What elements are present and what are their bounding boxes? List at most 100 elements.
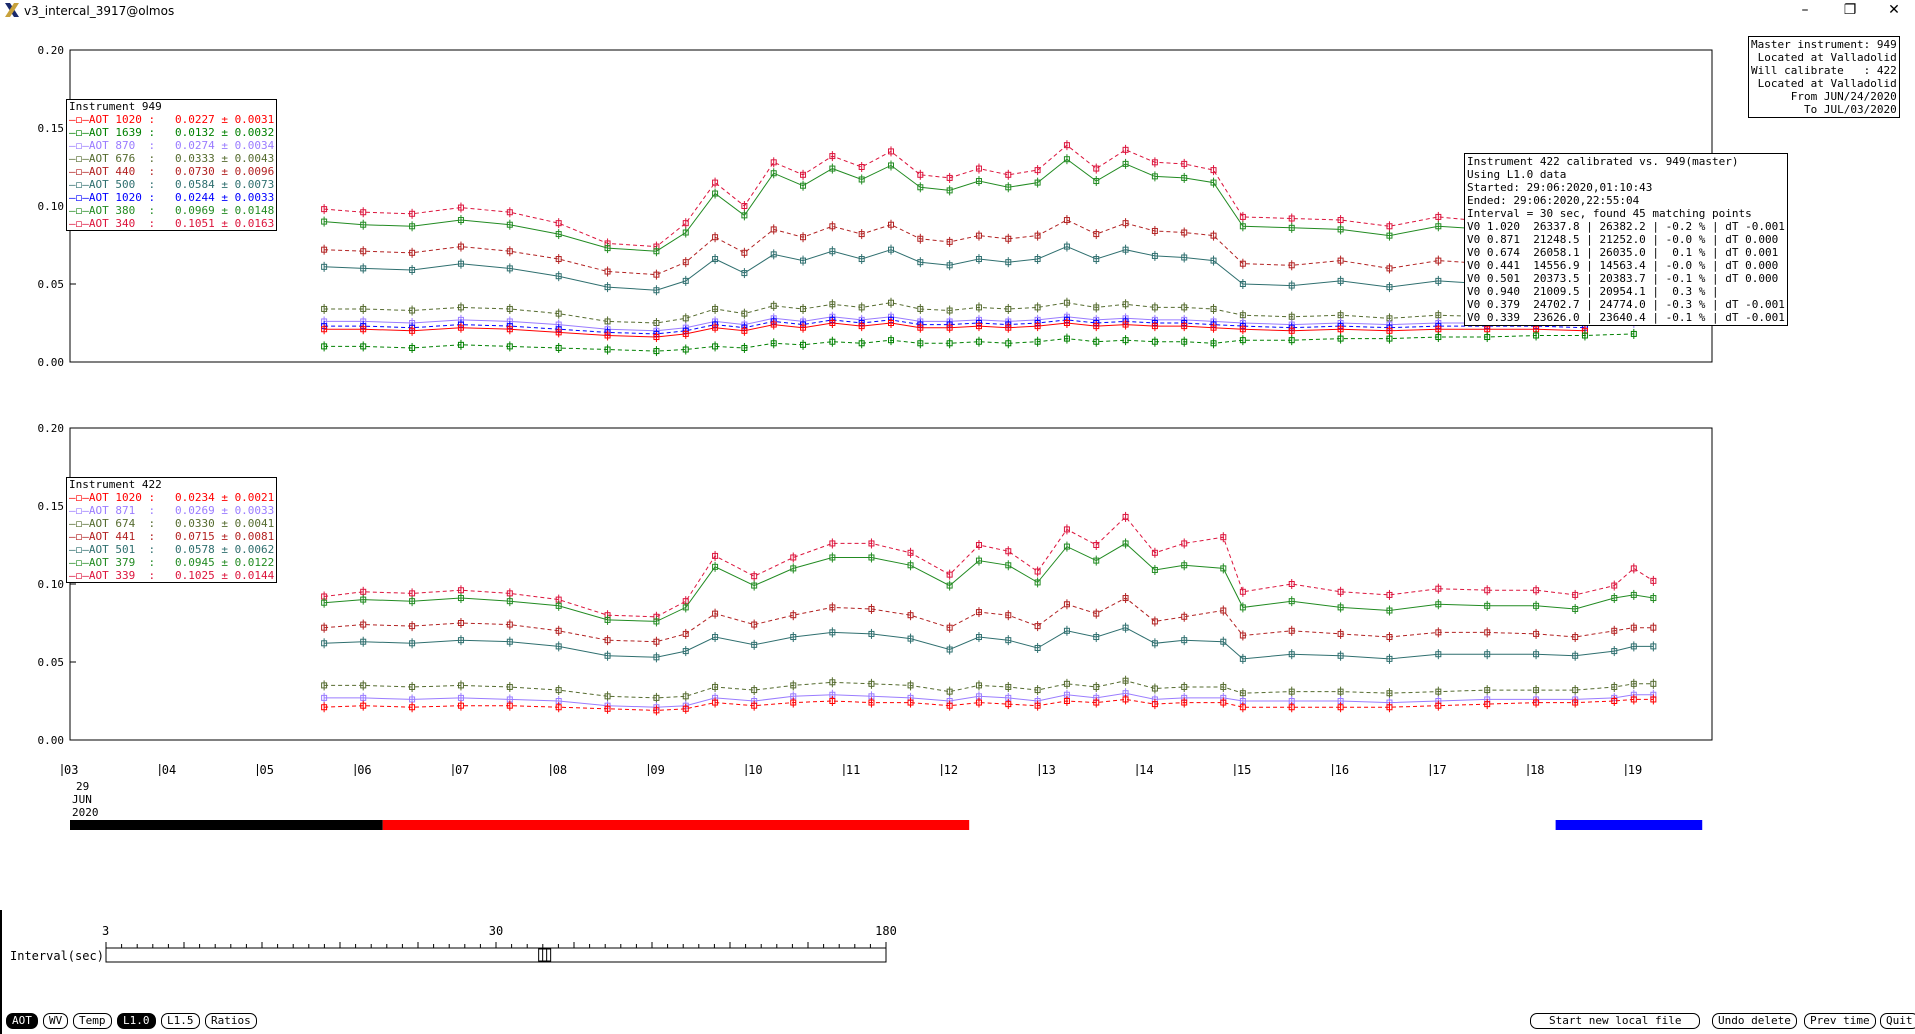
data-point bbox=[1484, 687, 1491, 694]
data-point bbox=[1034, 232, 1041, 239]
data-point bbox=[1122, 146, 1129, 153]
mode-button-l10[interactable]: L1.0 bbox=[117, 1013, 156, 1029]
restore-button[interactable]: ❐ bbox=[1843, 2, 1857, 18]
data-point bbox=[506, 621, 513, 628]
data-point bbox=[800, 171, 807, 178]
undo-delete-button[interactable]: Undo delete bbox=[1712, 1013, 1797, 1029]
data-point bbox=[858, 340, 865, 347]
data-point bbox=[829, 554, 836, 561]
x-tick-label: 16 bbox=[1335, 763, 1349, 777]
data-point bbox=[858, 256, 865, 263]
data-point bbox=[1435, 277, 1442, 284]
data-point bbox=[1034, 568, 1041, 575]
mode-button-aot[interactable]: AOT bbox=[6, 1013, 38, 1029]
data-point bbox=[1005, 259, 1012, 266]
data-point bbox=[506, 598, 513, 605]
data-point bbox=[1063, 543, 1070, 550]
data-point bbox=[653, 707, 660, 714]
data-point bbox=[321, 640, 328, 647]
slider-scale-label: 30 bbox=[489, 924, 503, 938]
data-point bbox=[1650, 577, 1657, 584]
series-line bbox=[324, 698, 1654, 711]
data-point bbox=[1533, 699, 1540, 706]
data-point bbox=[360, 248, 367, 255]
data-point bbox=[409, 623, 416, 630]
data-point bbox=[741, 212, 748, 219]
data-point bbox=[360, 694, 367, 701]
data-point bbox=[1210, 179, 1217, 186]
slider-handle[interactable] bbox=[538, 948, 552, 962]
data-point bbox=[1181, 160, 1188, 167]
data-point bbox=[321, 305, 328, 312]
x-tick-label: 15 bbox=[1237, 763, 1251, 777]
data-point bbox=[829, 698, 836, 704]
data-point bbox=[1386, 335, 1393, 342]
data-point bbox=[409, 683, 416, 690]
data-point bbox=[712, 552, 719, 559]
data-point bbox=[1337, 326, 1344, 333]
data-point bbox=[907, 682, 914, 689]
data-point bbox=[1386, 265, 1393, 272]
data-point bbox=[1288, 688, 1295, 695]
data-point bbox=[1435, 223, 1442, 230]
data-point bbox=[1239, 704, 1246, 711]
data-point bbox=[1122, 595, 1129, 602]
data-point bbox=[409, 210, 416, 217]
data-point bbox=[1288, 327, 1295, 334]
mode-button-temp[interactable]: Temp bbox=[73, 1013, 112, 1029]
data-point bbox=[409, 640, 416, 647]
data-point bbox=[1063, 526, 1070, 533]
y-tick-label: 0.00 bbox=[38, 356, 65, 369]
data-point bbox=[653, 638, 660, 645]
data-point bbox=[409, 249, 416, 256]
data-point bbox=[1288, 598, 1295, 605]
data-point bbox=[1093, 683, 1100, 690]
y-tick-label: 0.15 bbox=[38, 500, 65, 513]
data-point bbox=[1093, 634, 1100, 641]
data-point bbox=[975, 232, 982, 239]
series-line bbox=[324, 246, 1634, 291]
data-point bbox=[1650, 624, 1657, 631]
data-point bbox=[1611, 582, 1618, 589]
data-point bbox=[457, 304, 464, 311]
data-point bbox=[1122, 696, 1129, 703]
data-point bbox=[770, 170, 777, 177]
mode-button-l15[interactable]: L1.5 bbox=[161, 1013, 200, 1029]
data-point bbox=[712, 234, 719, 241]
data-point bbox=[1181, 562, 1188, 569]
start-new-local-file-button[interactable]: Start new local file bbox=[1530, 1013, 1701, 1029]
y-tick-label: 0.10 bbox=[38, 578, 65, 591]
data-point bbox=[1337, 588, 1344, 595]
data-point bbox=[888, 299, 894, 306]
calibration-info-box: Instrument 422 calibrated vs. 949(master… bbox=[1464, 153, 1788, 326]
data-point bbox=[604, 705, 611, 712]
data-point bbox=[1611, 683, 1618, 690]
data-point bbox=[682, 330, 689, 337]
data-point bbox=[712, 683, 719, 690]
data-point bbox=[1630, 565, 1637, 572]
prev-time-button[interactable]: Prev time bbox=[1804, 1013, 1876, 1029]
data-point bbox=[1063, 142, 1070, 149]
minimize-button[interactable]: – bbox=[1801, 2, 1809, 18]
data-point bbox=[1435, 702, 1442, 709]
mode-button-ratios[interactable]: Ratios bbox=[205, 1013, 257, 1029]
data-point bbox=[1151, 173, 1158, 180]
data-point bbox=[829, 679, 836, 686]
data-point bbox=[790, 612, 797, 619]
data-point bbox=[741, 327, 748, 334]
data-point bbox=[868, 605, 875, 612]
data-point bbox=[1063, 243, 1070, 250]
x-tick-label: 08 bbox=[553, 763, 567, 777]
time-coverage-bar bbox=[382, 820, 970, 830]
data-point bbox=[321, 218, 328, 225]
close-button[interactable]: ✕ bbox=[1888, 2, 1900, 18]
mode-button-wv[interactable]: WV bbox=[43, 1013, 69, 1029]
data-point bbox=[604, 346, 611, 353]
quit-button[interactable]: Quit bbox=[1880, 1013, 1915, 1029]
series-line bbox=[324, 597, 1654, 643]
interval-slider[interactable] bbox=[105, 947, 887, 963]
data-point bbox=[770, 159, 777, 166]
data-point bbox=[506, 248, 513, 255]
data-point bbox=[790, 682, 797, 689]
